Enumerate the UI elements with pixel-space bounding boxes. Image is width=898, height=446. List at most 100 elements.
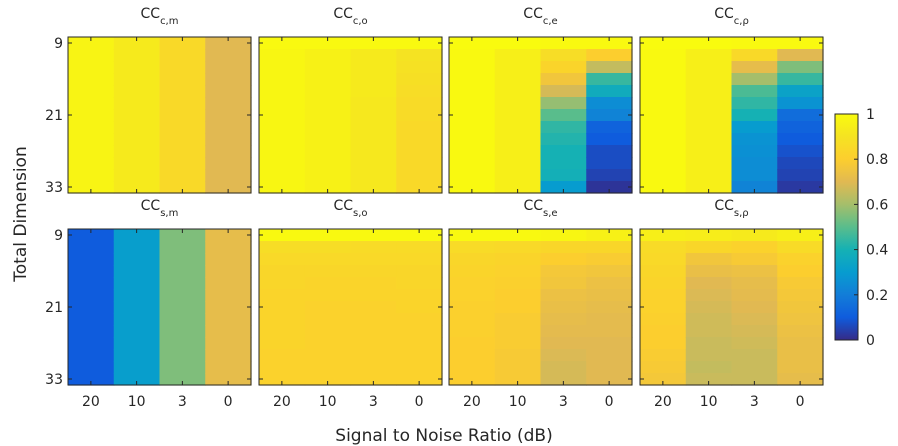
heatmap-cell [304,265,352,278]
heatmap-cell [685,301,733,314]
panel-title-main: CC [141,6,161,22]
heatmap-cell [586,157,633,170]
heatmap-cell [685,73,733,86]
heatmap-cell [640,241,687,254]
heatmap-cell [494,133,542,146]
heatmap-cell [777,181,824,194]
heatmap-cell [640,61,687,74]
heatmap-cell [586,109,633,122]
heatmap-cell [540,229,587,242]
x-tick-label: 0 [224,394,233,410]
heatmap-cell [396,313,443,326]
panel-title-main: CC [714,198,734,214]
heatmap-cell [396,157,443,170]
y-tick-label: 33 [45,180,63,196]
heatmap-cell [159,253,206,266]
heatmap-cell [586,229,633,242]
heatmap-cell [205,49,252,62]
heatmap-cell [113,145,161,158]
panel-title-subscript: s,o [353,208,368,219]
heatmap-cell [396,229,443,242]
heatmap-cell [259,85,306,98]
heatmap-cell [205,313,252,326]
heatmap-cell [304,97,352,110]
heatmap-cell [777,241,824,254]
heatmap-cell [685,85,733,98]
heatmap-cell [685,277,733,290]
heatmap-cell [259,145,306,158]
heatmap-cell [540,73,587,86]
heatmap-cell [113,349,161,362]
heatmap-cell [731,229,778,242]
heatmap-cell [586,337,633,350]
heatmap-cell [640,109,687,122]
heatmap-cell [304,289,352,302]
heatmap-cell [113,181,161,194]
heatmap-cell [159,145,206,158]
heatmap-cell [540,97,587,110]
heatmap-cell [350,313,397,326]
panel-title: CCc,m [141,6,179,27]
heatmap-cell [540,277,587,290]
panel-title-main: CC [523,6,543,22]
heatmap-cell [731,85,778,98]
heatmap-cell [350,133,397,146]
heatmap-cell [68,49,115,62]
heatmap-cell [640,121,687,134]
heatmap-cell [540,289,587,302]
heatmap-cell [640,145,687,158]
heatmap-cell [113,157,161,170]
heatmap-cell [449,97,496,110]
heatmap-cell [259,133,306,146]
heatmap-cell [205,277,252,290]
heatmap-cell [304,253,352,266]
heatmap-cell [205,361,252,374]
heatmap-cell [685,241,733,254]
heatmap-cell [68,277,115,290]
heatmap-cell [68,337,115,350]
heatmap-cell [113,97,161,110]
heatmap-cell [350,349,397,362]
panel-title-subscript: c,o [353,16,368,27]
heatmap-cell [396,253,443,266]
heatmap-cell [259,265,306,278]
heatmap-cell [449,337,496,350]
heatmap-cell [304,301,352,314]
heatmap-cell [494,49,542,62]
heatmap-cell [731,157,778,170]
heatmap-cell [113,373,161,386]
heatmap-cell [350,253,397,266]
heatmap-cell [113,109,161,122]
heatmap-cell [640,37,687,50]
heatmap-cell [205,289,252,302]
heatmap-cell [586,253,633,266]
heatmap-cell [685,49,733,62]
colorbar-tick-label: 0.4 [866,243,888,259]
colorbar-tick-label: 0.6 [866,197,888,213]
heatmap-cell [449,109,496,122]
heatmap-cell [540,169,587,182]
heatmap-cell [685,169,733,182]
heatmap-cell [777,325,824,338]
heatmap-cell [494,313,542,326]
heatmap-cell [777,109,824,122]
heatmap-cell [259,61,306,74]
heatmap-cell [540,61,587,74]
heatmap-cell [640,253,687,266]
colorbar-tick-label: 0 [866,333,875,349]
heatmap-cell [159,337,206,350]
heatmap-cell [159,289,206,302]
heatmap-cell [777,301,824,314]
heatmap-cell [350,301,397,314]
heatmap-cell [731,133,778,146]
heatmap-cell [159,229,206,242]
heatmap-cell [304,277,352,290]
panel-title: CCs,o [333,198,367,219]
heatmap-cell [640,373,687,386]
heatmap-cell [350,121,397,134]
heatmap-cell [259,109,306,122]
panel-title: CCc,e [523,6,557,27]
heatmap-cell [205,337,252,350]
heatmap-cell [68,73,115,86]
heatmap-cell [113,133,161,146]
